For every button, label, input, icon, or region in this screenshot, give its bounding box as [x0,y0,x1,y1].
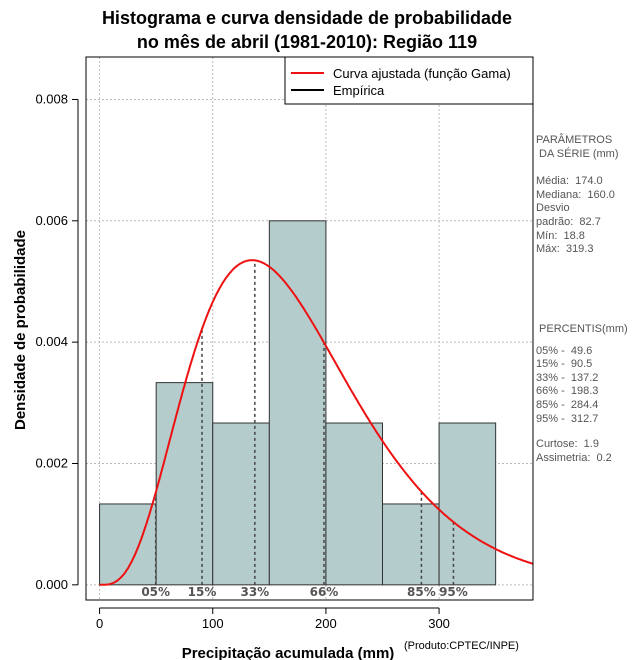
percentile-label-0: 05% [141,585,170,599]
chart-title-line-2: no mês de abril (1981-2010): Região 119 [137,32,477,52]
stat-curtose: Curtose: 1.9 [536,438,599,451]
legend-box [284,56,534,105]
percentile-85: 85% - 284.4 [536,398,599,411]
percentile-95: 95% - 312.7 [536,412,599,425]
legend-fitted-label: Curva ajustada (função Gama) [333,66,511,81]
y-axis: 0.000 0.002 0.004 0.006 0.008 [35,91,79,592]
params-title: PARÂMETROS [536,134,613,146]
chart-title-line-1: Histograma e curva densidade de probabil… [102,8,512,28]
percentile-66: 66% - 198.3 [536,385,599,398]
histogram-bars [99,220,497,586]
histogram-bar-3 [268,220,327,586]
stat-max: Máx: 319.3 [536,243,594,256]
stat-media: Média: 174.0 [536,175,603,188]
y-tick-label-4: 0.008 [35,91,68,106]
histogram-bar-1 [155,382,214,586]
percentiles-title: PERCENTIS(mm) [536,323,628,335]
percentile-15: 15% - 90.5 [536,358,593,371]
product-credit: (Produto:CPTEC/INPE) [404,640,519,652]
percentile-label-2: 33% [240,585,269,599]
y-tick-label-3: 0.006 [35,213,68,228]
x-tick-label-2: 200 [315,616,337,631]
percentile-label-5: 95% [439,585,468,599]
histogram-bar-0 [99,503,157,586]
percentile-label-3: 66% [310,585,339,599]
percentile-05: 05% - 49.6 [536,344,593,357]
percentile-33: 33% - 137.2 [536,371,599,384]
x-axis: 0 100 200 300 [96,607,450,631]
percentile-label-1: 15% [188,585,217,599]
x-tick-label-0: 0 [96,616,103,631]
histogram-bar-6 [438,422,497,586]
params-title-units: DA SÉRIE (mm) [536,147,619,160]
histogram-bar-2 [212,422,270,586]
histogram-bar-5 [381,503,440,586]
stat-mediana: Mediana: 160.0 [536,188,615,201]
x-tick-label-1: 100 [202,616,224,631]
series-parameters-panel: PARÂMETROS DA SÉRIE (mm) Média: 174.0 Me… [536,134,640,257]
stat-desvio-label: Desvio [536,202,570,215]
y-axis-title: Densidade de probabilidade [12,230,29,430]
histogram-bar-4 [325,422,383,586]
legend: Curva ajustada (função Gama) Empírica [284,56,534,105]
stat-desvio-value: padrão: 82.7 [536,215,601,228]
x-axis-title: Precipitação acumulada (mm) [182,645,395,660]
y-tick-label-1: 0.002 [35,455,68,470]
percentile-label-4: 85% [407,585,436,599]
stat-min: Mín: 18.8 [536,229,585,242]
stat-assimetria: Assimetria: 0.2 [536,451,612,464]
fitted-curve-layer [99,259,534,586]
x-tick-label-3: 300 [428,616,450,631]
percentile-labels: 05% 15% 33% 66% 85% 95% [141,585,467,599]
fitted-gamma-curve [99,259,534,586]
y-tick-label-2: 0.004 [35,334,68,349]
percentile-lines [154,260,455,585]
y-tick-label-0: 0.000 [35,577,68,592]
percentiles-panel: PERCENTIS(mm) 05% - 49.6 15% - 90.5 33% … [536,323,640,465]
legend-empirical-label: Empírica [333,83,385,98]
